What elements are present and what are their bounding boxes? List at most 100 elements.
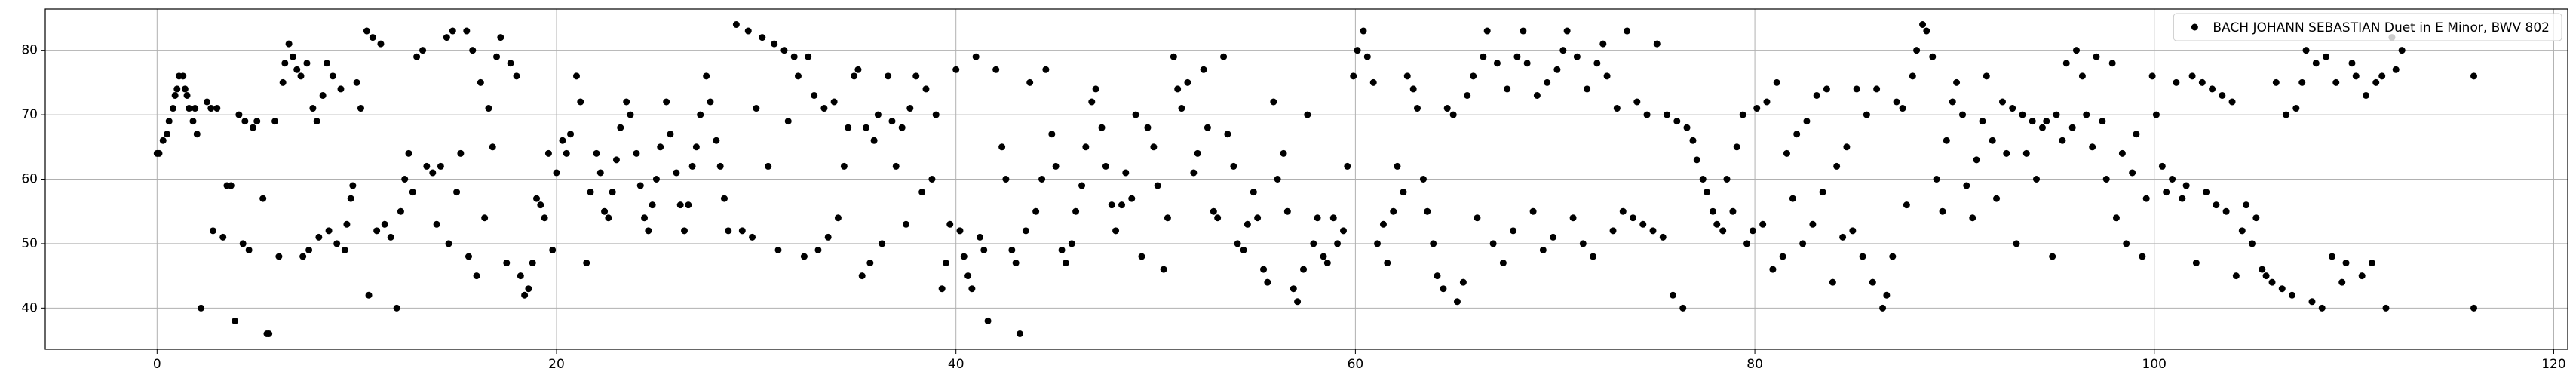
data-point xyxy=(2262,272,2270,280)
data-point xyxy=(1042,66,1050,73)
data-point xyxy=(1449,111,1457,118)
data-point xyxy=(879,240,886,247)
data-point xyxy=(369,34,376,41)
legend-marker xyxy=(2191,23,2198,31)
data-point xyxy=(353,78,360,86)
data-point xyxy=(1853,85,1860,93)
data-point xyxy=(1753,105,1761,112)
data-point xyxy=(165,118,173,125)
data-point xyxy=(1803,118,1811,125)
data-point xyxy=(1743,240,1750,247)
data-point xyxy=(347,195,354,202)
data-point xyxy=(922,85,930,93)
data-point xyxy=(1264,278,1271,286)
data-point xyxy=(2108,60,2116,67)
data-point xyxy=(1363,53,1371,60)
data-point xyxy=(1913,47,1921,54)
data-point xyxy=(1012,260,1020,267)
data-point xyxy=(279,78,287,86)
data-point xyxy=(1304,111,1311,118)
data-point xyxy=(2192,260,2200,267)
data-point xyxy=(1603,72,1611,80)
data-point xyxy=(1220,53,1228,60)
data-point xyxy=(2129,169,2136,177)
data-point xyxy=(1128,195,1136,202)
data-point xyxy=(409,189,416,196)
data-point xyxy=(1949,98,1956,106)
data-point xyxy=(529,260,536,267)
data-point xyxy=(1250,189,1257,196)
data-point xyxy=(2022,149,2030,157)
data-point xyxy=(313,118,320,125)
data-point xyxy=(517,272,524,280)
data-point xyxy=(179,72,187,80)
data-point xyxy=(834,214,842,222)
data-point xyxy=(2179,195,2186,202)
data-point xyxy=(1839,233,1847,241)
data-point xyxy=(553,169,560,177)
data-point xyxy=(1979,118,1986,125)
data-point xyxy=(830,98,838,106)
data-point xyxy=(1624,27,1631,35)
data-point xyxy=(2298,78,2306,86)
data-point xyxy=(1240,246,1247,253)
data-point xyxy=(489,143,496,151)
data-point xyxy=(2318,304,2326,312)
data-point xyxy=(2238,227,2246,235)
data-point xyxy=(189,118,197,125)
data-point xyxy=(1573,53,1581,60)
y-tick-label: 50 xyxy=(21,236,38,251)
data-point xyxy=(2163,189,2170,196)
y-tick-label: 70 xyxy=(21,107,38,122)
data-point xyxy=(1643,111,1651,118)
data-point xyxy=(938,285,946,293)
data-point xyxy=(2123,240,2130,247)
data-point xyxy=(559,137,566,144)
data-point xyxy=(1619,207,1627,215)
data-point xyxy=(1919,21,1927,28)
data-point xyxy=(2029,118,2036,125)
data-point xyxy=(2228,98,2236,106)
axes: 0 20 40 60 80 100 120 40 50 60 70 80 xyxy=(21,43,2565,372)
data-point xyxy=(1563,27,1571,35)
data-point xyxy=(1843,143,1851,151)
data-point xyxy=(641,214,649,222)
data-point xyxy=(1344,162,1351,170)
data-point xyxy=(1613,105,1621,112)
data-point xyxy=(349,182,357,189)
data-point xyxy=(587,189,594,196)
data-point xyxy=(1354,47,1361,54)
data-point xyxy=(485,105,492,112)
data-point xyxy=(866,260,874,267)
data-point xyxy=(1683,124,1691,131)
data-point xyxy=(1783,149,1790,157)
data-point xyxy=(2148,72,2156,80)
data-point xyxy=(387,233,394,241)
data-point xyxy=(2169,176,2176,183)
data-point xyxy=(1419,176,1427,183)
data-point xyxy=(1773,78,1780,86)
data-point xyxy=(928,176,936,183)
data-point xyxy=(1254,214,1262,222)
data-point xyxy=(1649,227,1657,235)
data-point xyxy=(649,201,656,209)
data-point xyxy=(1899,105,1906,112)
data-point xyxy=(477,78,484,86)
data-point xyxy=(1190,169,1198,177)
data-point xyxy=(667,131,674,138)
data-point xyxy=(663,98,670,106)
data-point xyxy=(1539,246,1547,253)
data-point xyxy=(1026,78,1034,86)
data-point xyxy=(1032,207,1040,215)
data-point xyxy=(1889,253,1897,260)
data-point xyxy=(1903,201,1910,209)
data-point xyxy=(2382,304,2390,312)
data-point xyxy=(469,47,477,54)
data-point xyxy=(601,207,609,215)
data-point xyxy=(2053,111,2060,118)
data-point xyxy=(449,27,456,35)
data-point xyxy=(1733,143,1740,151)
data-point xyxy=(405,149,412,157)
data-point xyxy=(1138,253,1145,260)
